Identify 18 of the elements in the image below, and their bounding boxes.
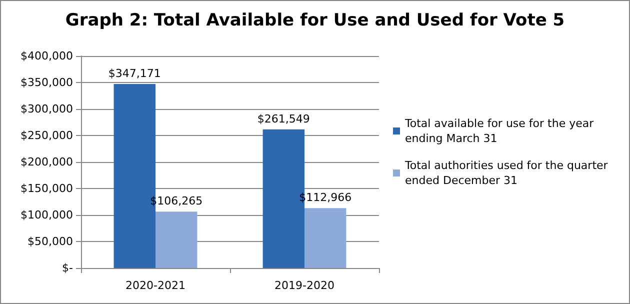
data-label: $347,171 <box>108 67 161 80</box>
y-tick-label: $200,000 <box>20 156 73 168</box>
bar <box>304 208 346 268</box>
chart-title: Graph 2: Total Available for Use and Used for Vote 5 <box>65 10 565 30</box>
y-tick-label: $50,000 <box>28 235 73 248</box>
legend-label: Total available for use for the year ending March 31 <box>404 117 598 145</box>
y-tick-label: $100,000 <box>20 208 73 222</box>
y-tick-label: $300,000 <box>20 102 73 116</box>
y-tick-label: $400,000 <box>20 50 73 62</box>
x-tick-label: 2020-2021 <box>126 279 186 292</box>
bar <box>156 212 198 268</box>
data-label: $261,549 <box>257 112 310 126</box>
y-tick-label: $- <box>62 262 74 274</box>
y-tick-label: $150,000 <box>20 182 73 195</box>
legend-label: Total authorities used for the quarter ended December 31 <box>404 159 612 187</box>
y-tick-label: $350,000 <box>20 76 73 89</box>
x-tick-label: 2019-2020 <box>274 279 334 292</box>
y-tick-label: $250,000 <box>20 129 73 142</box>
